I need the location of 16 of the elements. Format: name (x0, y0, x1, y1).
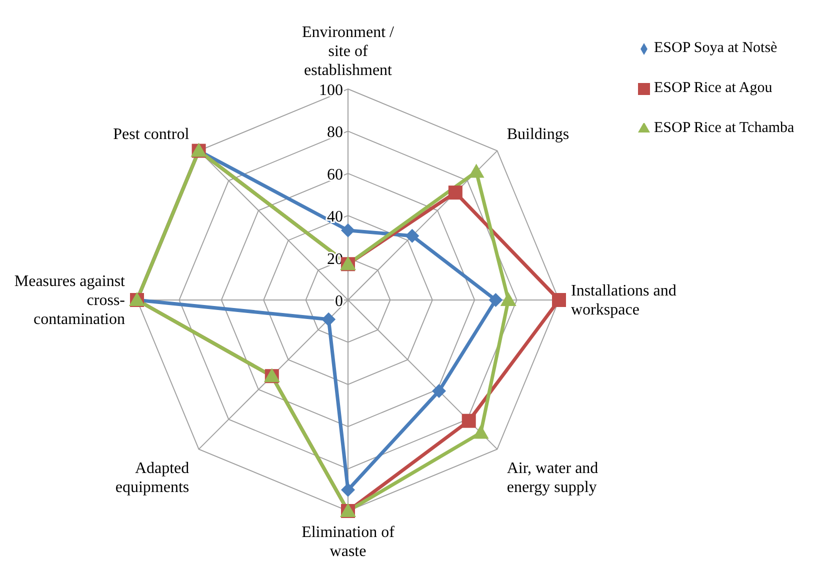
spoke-label: Pest control (113, 126, 190, 144)
legend-label: ESOP Rice at Tchamba (654, 120, 794, 136)
spoke-label: Installations and workspace (571, 282, 676, 318)
legend-label: ESOP Rice at Agou (654, 80, 772, 96)
spoke-label: Adapted equipments (115, 460, 190, 496)
legend-label: ESOP Soya at Notsè (654, 40, 778, 56)
y-tick-label: 40 (327, 208, 343, 226)
y-tick-label: 0 (335, 293, 343, 310)
y-tick-label: 60 (327, 166, 343, 184)
y-tick-label: 80 (327, 124, 343, 142)
spoke-label: Measures against cross-contamination (14, 273, 126, 328)
spoke-label: Elimination of waste (302, 524, 396, 560)
spoke-label: Buildings (506, 126, 570, 144)
spoke-label: Environment / site of establishment (302, 24, 395, 79)
spoke-label: Air, water and energy supply (506, 460, 598, 496)
y-tick-label: 100 (319, 82, 343, 99)
